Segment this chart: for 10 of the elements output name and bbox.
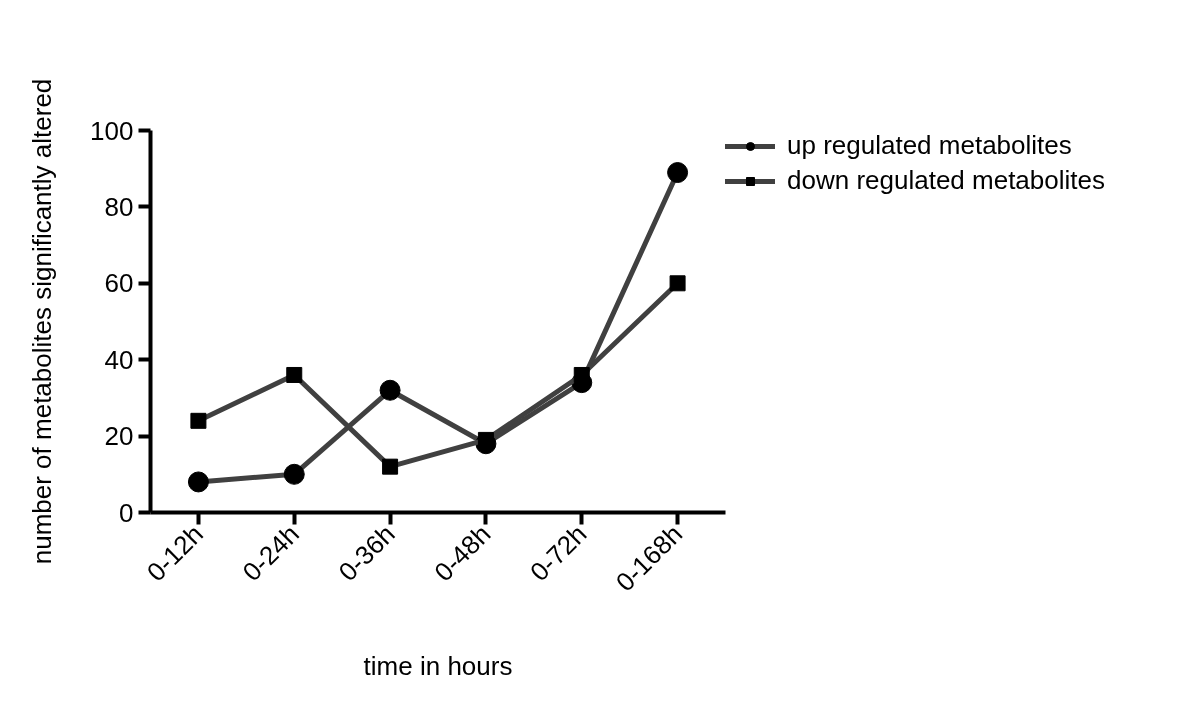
y-tick-label: 60 [104, 268, 134, 299]
y-tick-label: 0 [119, 497, 134, 528]
x-axis-title: time in hours [363, 650, 513, 681]
y-tick-label: 20 [104, 421, 134, 452]
y-tick-label: 40 [104, 344, 134, 375]
y-tick-label: 80 [104, 191, 134, 222]
legend-label: up regulated metabolites [787, 130, 1072, 161]
y-tick-label: 100 [90, 115, 134, 146]
y-axis-title: number of metabolites significantly altered [27, 78, 58, 565]
legend-label: down regulated metabolites [787, 165, 1105, 196]
